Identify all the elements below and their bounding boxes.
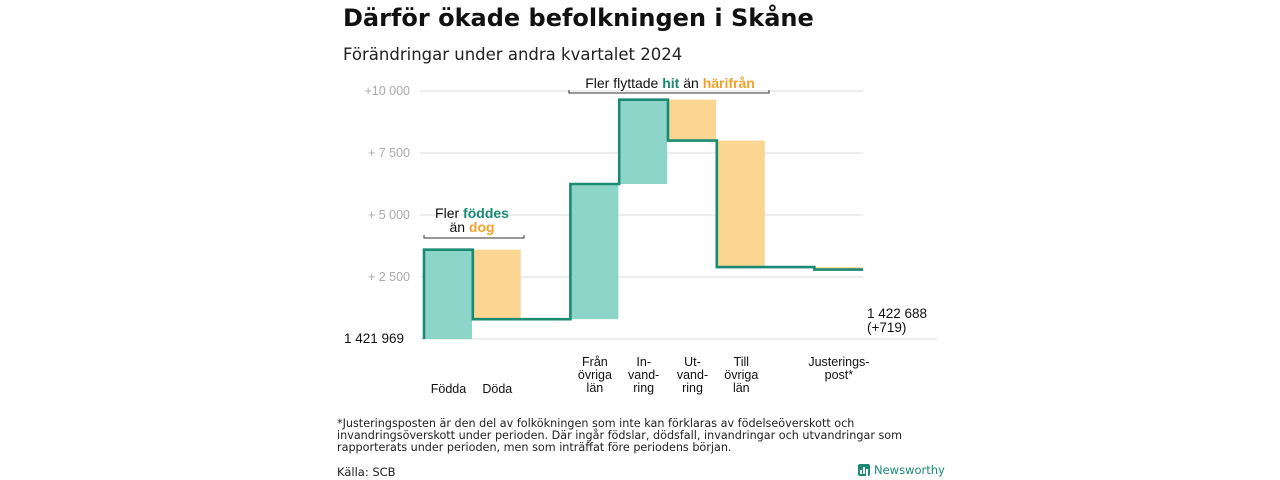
x-category-label: ring bbox=[633, 381, 654, 395]
x-category-label: post* bbox=[825, 368, 854, 382]
x-category-label: Till bbox=[734, 355, 750, 369]
annotation-bracket bbox=[568, 90, 770, 94]
footnote: *Justeringsposten är den del av folkökni… bbox=[337, 417, 903, 454]
y-tick-label: +10 000 bbox=[364, 84, 410, 98]
x-category-label: Justerings- bbox=[808, 355, 869, 369]
x-category-label: Ut- bbox=[684, 355, 701, 369]
x-category-label: Från bbox=[582, 355, 608, 369]
x-category-label: Döda bbox=[482, 382, 512, 396]
x-category-label: vand- bbox=[677, 368, 708, 382]
x-category-label: övriga bbox=[578, 368, 612, 382]
x-category-label: övriga bbox=[724, 368, 758, 382]
waterfall-step-line bbox=[422, 98, 863, 339]
source-label: Källa: SCB bbox=[337, 465, 396, 479]
newsworthy-logo-icon bbox=[858, 464, 870, 476]
x-category-label: län bbox=[587, 381, 604, 395]
y-tick-label: + 5 000 bbox=[368, 208, 410, 222]
x-category-label: vand- bbox=[628, 368, 659, 382]
y-tick-label: + 7 500 bbox=[368, 146, 410, 160]
x-category-label: ring bbox=[682, 381, 703, 395]
annotation-text: Fler flyttade hit än härifrån bbox=[585, 75, 755, 91]
x-category-label: län bbox=[733, 381, 750, 395]
brand-logo[interactable]: Newsworthy bbox=[858, 463, 945, 477]
waterfall-bar bbox=[571, 184, 619, 320]
annotation-text: Fler föddes bbox=[435, 205, 509, 221]
y-tick-label: + 2 500 bbox=[368, 270, 410, 284]
waterfall-bar bbox=[717, 140, 765, 268]
annotation-bracket bbox=[423, 235, 525, 239]
waterfall-bar bbox=[620, 99, 668, 184]
waterfall-bar bbox=[473, 249, 521, 320]
page-title: Därför ökade befolkningen i Skåne bbox=[343, 4, 814, 32]
end-value-label: 1 422 688 bbox=[867, 306, 927, 321]
brand-name: Newsworthy bbox=[874, 463, 945, 477]
page-subtitle: Förändringar under andra kvartalet 2024 bbox=[343, 45, 683, 64]
x-category-label: In- bbox=[636, 355, 651, 369]
annotation-text: än dog bbox=[449, 219, 494, 235]
waterfall-bar bbox=[425, 249, 472, 339]
start-value-label: 1 421 969 bbox=[344, 331, 404, 346]
waterfall-chart: + 2 500 + 5 000 + 7 500 +10 000 Födda Döda Frå… bbox=[344, 75, 937, 396]
waterfall-bar bbox=[669, 99, 716, 141]
x-category-label: Födda bbox=[431, 382, 466, 396]
end-change-label: (+719) bbox=[867, 320, 906, 335]
